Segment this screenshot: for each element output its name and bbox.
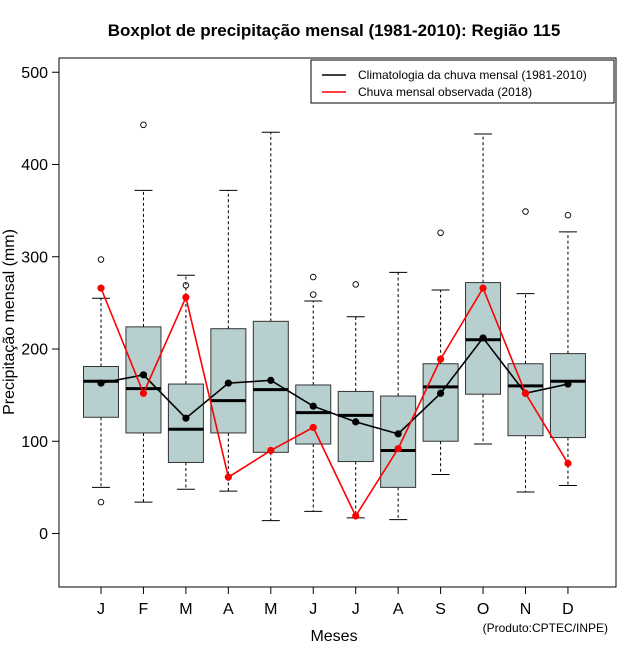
climatology-point bbox=[437, 389, 445, 397]
outlier-point bbox=[352, 281, 359, 288]
x-tick-label: A bbox=[223, 601, 234, 618]
series-lines-group bbox=[97, 284, 572, 520]
observed-line bbox=[100, 286, 569, 518]
legend: Climatologia da chuva mensal (1981-2010)… bbox=[310, 59, 615, 104]
y-tick-label: 400 bbox=[21, 157, 48, 174]
y-tick-label: 300 bbox=[21, 249, 48, 266]
legend-label-climatology: Climatologia da chuva mensal (1981-2010) bbox=[358, 68, 587, 82]
box-N bbox=[507, 208, 544, 493]
observed-point bbox=[309, 423, 317, 432]
x-tick-label: A bbox=[393, 601, 404, 618]
y-tick-label: 0 bbox=[39, 526, 48, 543]
x-tick-label: J bbox=[352, 601, 360, 618]
box-S bbox=[422, 229, 459, 475]
climatology-point bbox=[352, 418, 360, 426]
box-iqr bbox=[125, 326, 162, 434]
climatology-point bbox=[139, 371, 148, 379]
legend-label-observed: Chuva mensal observada (2018) bbox=[358, 85, 532, 99]
outlier-point bbox=[140, 121, 147, 129]
outlier-point bbox=[97, 256, 105, 263]
box-iqr bbox=[549, 353, 586, 439]
observed-point bbox=[437, 355, 445, 363]
box-iqr bbox=[507, 363, 544, 437]
box-M bbox=[167, 274, 204, 490]
y-tick-label: 100 bbox=[21, 434, 48, 451]
box-iqr bbox=[210, 328, 247, 434]
x-tick-label: J bbox=[97, 601, 105, 618]
box-M bbox=[252, 131, 289, 522]
observed-point bbox=[182, 293, 190, 301]
y-tick-label: 500 bbox=[21, 65, 48, 82]
y-axis-label: Precipitação mensal (mm) bbox=[1, 229, 18, 415]
outlier-point bbox=[97, 498, 105, 506]
box-iqr bbox=[167, 383, 204, 463]
outlier-point bbox=[310, 273, 317, 281]
climatology-point bbox=[309, 402, 317, 410]
climatology-point bbox=[224, 379, 232, 387]
box-F bbox=[125, 121, 162, 503]
observed-point bbox=[521, 389, 530, 397]
box-iqr bbox=[422, 363, 459, 442]
legend-box bbox=[310, 59, 615, 104]
climatology-point bbox=[182, 414, 190, 422]
y-tick-label: 200 bbox=[21, 342, 48, 359]
observed-point bbox=[267, 446, 275, 455]
observed-point bbox=[139, 389, 148, 397]
x-tick-label: M bbox=[179, 601, 192, 618]
outlier-point bbox=[310, 291, 317, 298]
observed-point bbox=[97, 284, 105, 292]
climatology-point bbox=[97, 379, 105, 387]
climatology-point bbox=[267, 376, 275, 384]
observed-point bbox=[479, 284, 487, 292]
outlier-point bbox=[564, 211, 572, 219]
box-J bbox=[337, 281, 374, 519]
observed-point bbox=[394, 445, 402, 453]
box-iqr bbox=[295, 384, 332, 445]
y-axis: 0 100 200 300 400 500 bbox=[21, 65, 59, 543]
observed-point bbox=[224, 473, 232, 481]
x-tick-label: D bbox=[562, 601, 574, 618]
outlier-point bbox=[522, 208, 529, 215]
x-tick-label: N bbox=[520, 601, 532, 618]
box-iqr bbox=[252, 320, 289, 453]
box-J bbox=[295, 273, 332, 512]
box-iqr bbox=[83, 366, 119, 418]
x-tick-label: M bbox=[264, 601, 277, 618]
box-O bbox=[465, 133, 502, 445]
climatology-point bbox=[394, 430, 402, 438]
outlier-point bbox=[182, 282, 190, 289]
box-iqr bbox=[337, 390, 374, 463]
observed-point bbox=[352, 512, 360, 520]
chart-title: Boxplot de precipitação mensal (1981-201… bbox=[108, 21, 561, 40]
x-tick-label: S bbox=[435, 601, 446, 618]
climatology-point bbox=[479, 334, 487, 342]
outlier-point bbox=[437, 229, 444, 237]
x-tick-label: F bbox=[139, 601, 149, 618]
box-iqr bbox=[380, 395, 417, 488]
x-axis-label: Meses bbox=[310, 628, 357, 645]
x-tick-label: O bbox=[477, 601, 489, 618]
boxes-group bbox=[83, 121, 586, 522]
observed-point bbox=[564, 459, 572, 467]
box-A bbox=[380, 271, 417, 521]
climatology-point bbox=[564, 380, 572, 388]
x-tick-label: J bbox=[309, 601, 317, 618]
credit-text: (Produto:CPTEC/INPE) bbox=[483, 621, 608, 635]
plot-frame bbox=[58, 57, 617, 588]
climatology-line bbox=[100, 336, 569, 435]
box-A bbox=[210, 189, 247, 492]
